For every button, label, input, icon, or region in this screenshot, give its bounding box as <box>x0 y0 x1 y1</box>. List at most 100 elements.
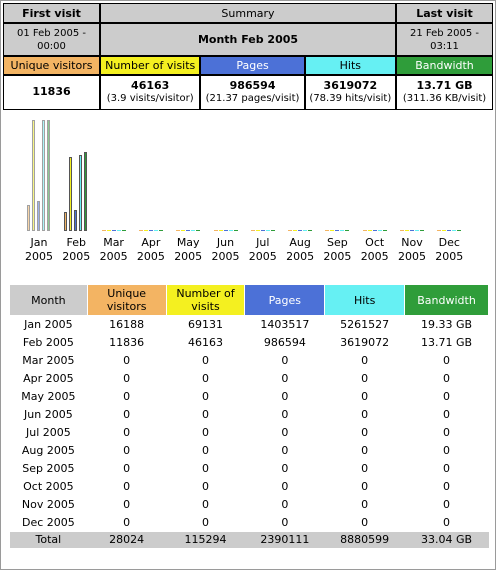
bar-bandwidth <box>382 230 387 231</box>
table-row: Sep 2005 0 0 0 0 0 <box>10 460 489 478</box>
total-bandwidth: 33.04 GB <box>404 531 489 548</box>
bar-number-of-visits <box>106 230 111 231</box>
cell-bandwidth: 0 <box>443 426 451 439</box>
table-row: Jun 2005 0 0 0 0 0 <box>10 406 489 424</box>
bar-hits <box>153 230 158 231</box>
cell-unique-visitors: 0 <box>123 408 131 421</box>
bar-pages <box>37 201 40 231</box>
chart-month-label: Nov 2005 <box>398 236 426 263</box>
cell-pages: 0 <box>281 426 289 439</box>
bar-unique-visitors <box>138 230 143 231</box>
cell-pages: 0 <box>281 354 289 367</box>
bar-hits <box>79 155 83 231</box>
bar-bandwidth <box>121 230 126 231</box>
bar-bandwidth <box>158 230 163 231</box>
bar-hits <box>116 230 121 231</box>
cell-number-of-visits: 0 <box>201 462 209 475</box>
value-unique-visitors: 11836 <box>3 75 100 110</box>
table-row: Mar 2005 0 0 0 0 0 <box>10 352 489 370</box>
bar-pages <box>447 230 452 231</box>
cell-bandwidth: 19.33 GB <box>421 318 473 332</box>
cell-month: Feb 2005 <box>22 336 74 349</box>
bar-bandwidth <box>233 230 238 231</box>
cell-unique-visitors: 0 <box>123 354 131 367</box>
cell-number-of-visits: 69131 <box>187 318 223 332</box>
cell-unique-visitors: 0 <box>123 515 131 529</box>
cell-unique-visitors: 0 <box>123 480 131 493</box>
cell-bandwidth: 0 <box>443 444 451 457</box>
cell-unique-visitors: 0 <box>123 444 131 457</box>
label-number-of-visits: Number of visits <box>100 56 201 75</box>
bar-unique-visitors <box>288 230 293 231</box>
bar-unique-visitors <box>325 230 330 231</box>
bar-unique-visitors <box>27 205 30 231</box>
cell-hits: 0 <box>361 354 369 367</box>
col-hits: Hits <box>324 284 406 316</box>
bar-bandwidth <box>84 152 88 231</box>
bar-number-of-visits <box>181 230 186 231</box>
cell-hits: 0 <box>361 444 369 457</box>
summary-period: Month Feb 2005 <box>100 23 396 56</box>
bar-pages <box>148 230 153 231</box>
cell-hits: 0 <box>361 372 369 385</box>
value-bandwidth: 13.71 GB (311.36 KB/visit) <box>396 75 493 110</box>
table-row: Feb 2005 11836 46163 986594 3619072 13.71 GB <box>10 334 489 352</box>
bar-number-of-visits <box>69 157 73 231</box>
cell-unique-visitors: 0 <box>123 462 131 475</box>
chart-month-label: Mar 2005 <box>99 236 128 263</box>
cell-hits: 3619072 <box>340 336 390 349</box>
bar-number-of-visits <box>330 230 335 231</box>
cell-hits: 0 <box>361 498 369 511</box>
cell-pages: 0 <box>281 408 289 421</box>
cell-number-of-visits: 0 <box>201 390 209 403</box>
bar-hits <box>42 120 45 231</box>
chart-month-label: Jan 2005 <box>25 236 53 263</box>
total-pages: 2390111 <box>244 531 325 548</box>
cell-month: Mar 2005 <box>22 354 75 367</box>
bar-number-of-visits <box>255 230 260 231</box>
cell-pages: 0 <box>281 372 289 385</box>
label-unique-visitors: Unique visitors <box>3 56 100 75</box>
bar-number-of-visits <box>442 230 447 231</box>
cell-unique-visitors: 0 <box>123 372 131 385</box>
total-number-of-visits: 115294 <box>166 531 245 548</box>
cell-unique-visitors: 0 <box>123 426 131 439</box>
chart-month-label: May 2005 <box>174 236 203 263</box>
bar-bandwidth <box>345 230 350 231</box>
cell-hits: 5261527 <box>340 318 390 332</box>
monthly-bar-chart: Jan 2005 Feb 2005 Mar 2005 Apr 2005 May 2005 Jun 20… <box>3 115 493 275</box>
bar-bandwidth <box>196 230 201 231</box>
bar-bandwidth <box>457 230 462 231</box>
cell-unique-visitors: 0 <box>123 390 131 403</box>
cell-hits: 0 <box>361 515 369 529</box>
chart-month-label: Sep 2005 <box>323 236 352 263</box>
cell-month: Jan 2005 <box>24 318 73 332</box>
label-pages: Pages <box>200 56 305 75</box>
chart-month-label: Aug 2005 <box>286 236 315 263</box>
chart-month-label: Feb 2005 <box>62 236 91 263</box>
cell-month: May 2005 <box>21 390 76 403</box>
cell-hits: 0 <box>361 390 369 403</box>
bar-unique-visitors <box>64 212 68 231</box>
col-number-of-visits: Number of visits <box>165 284 246 316</box>
total-unique-visitors: 28024 <box>87 531 167 548</box>
label-hits: Hits <box>304 56 396 75</box>
cell-pages: 0 <box>281 515 289 529</box>
bar-hits <box>340 230 345 231</box>
cell-number-of-visits: 0 <box>201 444 209 457</box>
cell-month: Aug 2005 <box>21 444 75 457</box>
table-row: Nov 2005 0 0 0 0 0 <box>10 496 489 514</box>
table-row: Apr 2005 0 0 0 0 0 <box>10 370 489 388</box>
chart-month-label: Jun 2005 <box>211 236 240 263</box>
cell-unique-visitors: 16188 <box>109 318 145 332</box>
bar-unique-visitors <box>213 230 218 231</box>
monthly-table: Month Unique visitors Number of visits P… <box>9 284 489 548</box>
chart-month-label: Jul 2005 <box>248 236 277 263</box>
cell-number-of-visits: 0 <box>201 354 209 367</box>
cell-bandwidth: 0 <box>443 408 451 421</box>
table-row: Jan 2005 16188 69131 1403517 5261527 19.33 GB <box>10 316 489 334</box>
chart-month-label: Dec 2005 <box>435 236 464 263</box>
bar-hits <box>265 230 270 231</box>
bar-number-of-visits <box>405 230 409 231</box>
